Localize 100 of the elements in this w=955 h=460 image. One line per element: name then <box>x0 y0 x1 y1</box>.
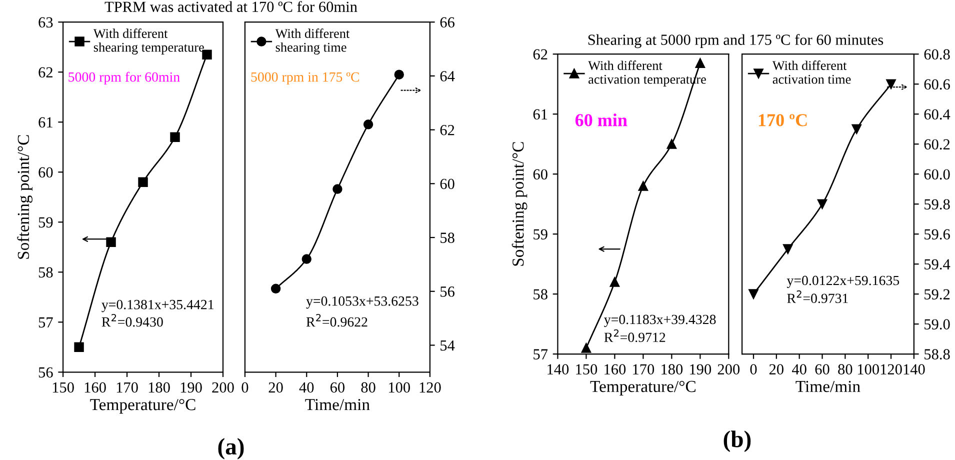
point <box>783 244 793 254</box>
annotation: R$^{2}$=0.9731 <box>787 290 848 304</box>
y-tick-label: 59 <box>38 217 53 228</box>
y-tick-label: 60.6 <box>924 79 950 90</box>
x-tick-label: 150 <box>576 364 598 374</box>
y-tick-label: 66 <box>440 17 454 28</box>
x-tick-label: 20 <box>268 382 283 393</box>
y-tick-label: 60 <box>440 178 454 190</box>
y-tick-label: 63 <box>38 17 53 28</box>
x-tick-label: 140 <box>548 364 569 374</box>
y-tick-label: 59.8 <box>924 199 950 210</box>
point <box>695 58 706 68</box>
point <box>852 124 862 134</box>
x-tick-label: 60 <box>815 364 830 374</box>
y-tick-label: 58 <box>38 267 53 278</box>
x-tick-label: 200 <box>718 364 740 374</box>
point <box>270 284 281 294</box>
annotation: R$^{2}$=0.9430 <box>102 314 163 327</box>
y-tick-label: 62 <box>38 67 52 78</box>
x-tick-label: 140 <box>904 364 925 374</box>
x-tick-label: 80 <box>361 382 376 393</box>
x-tick-label: 160 <box>84 382 106 393</box>
x-axis-title: Temperature/°C <box>90 398 196 414</box>
y-tick-label: 59.0 <box>924 319 950 330</box>
legend-label: With different shearing time <box>275 28 350 54</box>
annotation: 5000 rpm in 175 ºC <box>251 72 359 85</box>
point <box>363 120 374 130</box>
chart-title: Shearing at 5000 rpm and 175 ºC for 60 minutes <box>588 34 884 48</box>
point <box>138 177 148 187</box>
point <box>332 184 342 194</box>
x-axis-title: Time/min <box>305 399 370 410</box>
y-tick-label: 60.4 <box>924 109 950 120</box>
annotation: y=0.1053x+53.6253 <box>306 296 418 309</box>
annotation: 170 ºC <box>758 114 807 126</box>
point <box>170 132 180 142</box>
text: (a) <box>218 438 244 460</box>
x-tick-label: 170 <box>633 364 654 374</box>
point <box>638 181 648 191</box>
x-tick-label: 160 <box>604 364 626 374</box>
point <box>74 342 84 352</box>
y-tick-label: 60.8 <box>924 49 950 60</box>
x-axis-title: Temperature/°C <box>590 380 696 396</box>
point <box>610 277 620 287</box>
annotation: R$^{2}$=0.9712 <box>604 329 666 342</box>
y-tick-label: 59 <box>534 229 548 240</box>
x-tick-label: 100 <box>858 364 879 374</box>
y-tick-label: 58.8 <box>924 349 950 360</box>
annotation: y=0.0122x+59.1635 <box>786 276 900 288</box>
y-tick-label: 57 <box>38 317 53 328</box>
x-tick-label: 190 <box>690 364 712 374</box>
legend-label: With different activation time <box>772 60 851 84</box>
x-tick-label: 0 <box>242 382 248 393</box>
x-tick-label: 100 <box>388 382 410 393</box>
x-tick-label: 20 <box>769 364 784 374</box>
legend-label: With different shearing temperature <box>93 28 204 54</box>
x-tick-label: 170 <box>116 382 138 393</box>
y-tick-label: 59.2 <box>924 289 950 300</box>
point <box>817 199 828 209</box>
chart-title: TPRM was activated at 170 ºC for 60min <box>104 1 358 12</box>
x-tick-label: 40 <box>792 364 806 374</box>
text: (b) <box>724 430 751 452</box>
x-tick-label: 60 <box>330 382 345 393</box>
y-tick-label: 60 <box>38 167 53 178</box>
point <box>581 343 592 353</box>
y-tick-label: 62 <box>440 124 454 136</box>
y-tick-label: 60 <box>533 169 548 180</box>
y-tick-label: 57 <box>534 349 548 360</box>
x-tick-label: 120 <box>420 382 441 393</box>
y-tick-label: 59.6 <box>924 229 950 240</box>
x-tick-label: 0 <box>750 364 757 374</box>
point <box>394 70 404 80</box>
y-tick-label: 61 <box>533 109 548 120</box>
y-tick-label: 64 <box>440 71 455 82</box>
y-tick-label: 58 <box>440 232 454 243</box>
x-tick-label: 190 <box>180 382 202 393</box>
y-tick-label: 61 <box>38 117 52 128</box>
y-tick-label: 56 <box>38 367 53 378</box>
x-tick-label: 40 <box>299 382 314 393</box>
annotation: R$^{2}$=0.9622 <box>306 314 368 327</box>
y-tick-label: 54 <box>440 340 455 351</box>
x-axis-title: Time/min <box>796 380 860 392</box>
point <box>748 289 758 299</box>
point <box>666 139 677 149</box>
x-tick-label: 150 <box>52 382 74 393</box>
annotation: 60 min <box>575 114 628 126</box>
annotation: 5000 rpm for 60min <box>68 72 180 85</box>
y-tick-label: 62 <box>533 49 548 60</box>
y-tick-label: 58 <box>534 289 548 300</box>
x-tick-label: 120 <box>880 364 902 374</box>
y-tick-label: 56 <box>440 286 454 297</box>
y-tick-label: 60.2 <box>924 139 950 150</box>
annotation: y=0.1381x+35.4421 <box>102 300 214 312</box>
x-tick-label: 180 <box>148 382 170 393</box>
point <box>302 254 312 264</box>
y-axis-title: Softening point/°C <box>17 135 32 259</box>
x-tick-label: 180 <box>662 364 683 374</box>
point <box>886 79 896 89</box>
x-tick-label: 200 <box>212 382 234 393</box>
annotation: y=0.1183x+39.4328 <box>604 314 716 328</box>
y-tick-label: 60.0 <box>924 169 950 180</box>
